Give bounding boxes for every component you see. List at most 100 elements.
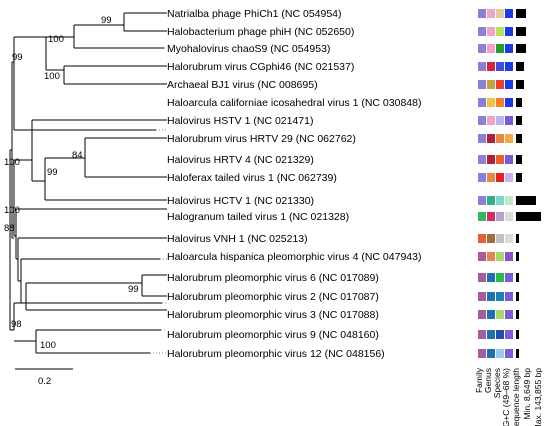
sequence-length-bar	[516, 173, 522, 182]
sequence-length-bar	[516, 292, 519, 301]
annotation-tile	[487, 9, 495, 18]
sequence-length-bar	[516, 330, 519, 339]
tip-label: Halorubrum virus HRTV 29 (NC 062762)	[167, 133, 356, 145]
tip-label: Haloarcula californiae icosahedral virus…	[167, 97, 421, 109]
tip-label: Archaeal BJ1 virus (NC 008695)	[167, 79, 318, 91]
annotation-tiles	[478, 9, 513, 358]
annotation-tile	[496, 116, 504, 125]
annotation-tile	[505, 234, 513, 243]
annotation-tile	[496, 62, 504, 71]
column-header: G+C (49–68 %)	[501, 368, 511, 426]
tip-labels: Natrialba phage PhiCh1 (NC 054954) Haloba…	[167, 8, 421, 360]
column-header: Species	[492, 368, 502, 398]
sequence-length-bar	[516, 9, 526, 18]
annotation-tile	[487, 349, 495, 358]
annotation-tile	[496, 134, 504, 143]
annotation-tile	[487, 196, 495, 205]
annotation-tile	[478, 116, 486, 125]
bootstrap-label: 100	[40, 340, 56, 351]
annotation-tile	[478, 212, 486, 221]
tip-label: Halogranum tailed virus 1 (NC 021328)	[167, 211, 349, 223]
tip-label: Myohalovirus chaoS9 (NC 054953)	[167, 43, 330, 55]
annotation-tile	[487, 27, 495, 36]
annotation-tile	[496, 196, 504, 205]
annotation-tile	[487, 173, 495, 182]
annotation-tile	[478, 252, 486, 261]
tip-label: Halovirus HCTV 1 (NC 021330)	[167, 195, 314, 207]
bootstrap-labels: 99 100 99 100 84 100 99 100 88 99 98 100	[4, 15, 139, 351]
sequence-length-bar	[516, 44, 526, 53]
annotation-tile	[478, 155, 486, 164]
annotation-tile	[487, 252, 495, 261]
bootstrap-label: 98	[11, 319, 22, 330]
annotation-tile	[478, 62, 486, 71]
annotation-tile	[487, 310, 495, 319]
column-header: Min. 8,649 bp	[522, 368, 532, 420]
tip-label: Halorubrum pleomorphic virus 6 (NC 01708…	[167, 272, 379, 284]
annotation-tile	[487, 273, 495, 282]
tip-label: Halovirus VNH 1 (NC 025213)	[167, 233, 308, 245]
annotation-tile	[505, 134, 513, 143]
annotation-tile	[505, 27, 513, 36]
annotation-tile	[478, 134, 486, 143]
sequence-length-bar	[516, 349, 519, 358]
annotation-tile	[478, 310, 486, 319]
annotation-tile	[487, 98, 495, 107]
annotation-tile	[487, 292, 495, 301]
annotation-tile	[505, 116, 513, 125]
column-header: Max. 143,855 bp	[533, 368, 543, 426]
sequence-length-bar	[516, 98, 522, 107]
annotation-tile	[496, 44, 504, 53]
tip-connectors	[150, 47, 167, 354]
column-headers: Family Genus Species G+C (49–68 %) Sequence …	[474, 367, 543, 426]
sequence-length-bar	[516, 116, 522, 125]
tip-label: Haloferax tailed virus 1 (NC 062739)	[167, 172, 337, 184]
annotation-tile	[496, 349, 504, 358]
annotation-tile	[478, 330, 486, 339]
annotation-tile	[478, 273, 486, 282]
annotation-tile	[478, 292, 486, 301]
annotation-tile	[505, 98, 513, 107]
annotation-tile	[478, 80, 486, 89]
annotation-tile	[496, 234, 504, 243]
annotation-tile	[505, 9, 513, 18]
annotation-tile	[496, 27, 504, 36]
tip-label: Halovirus HRTV 4 (NC 021329)	[167, 154, 314, 166]
annotation-tile	[505, 349, 513, 358]
annotation-tile	[505, 252, 513, 261]
tip-label: Natrialba phage PhiCh1 (NC 054954)	[167, 8, 342, 20]
sequence-length-bar	[516, 252, 519, 261]
tree-branches	[9, 12, 167, 354]
tip-label: Halovirus HSTV 1 (NC 021471)	[167, 115, 313, 127]
annotation-tile	[505, 155, 513, 164]
tip-label: Halorubrum pleomorphic virus 12 (NC 0481…	[167, 348, 385, 360]
sequence-length-bar	[516, 234, 519, 243]
annotation-tile	[505, 292, 513, 301]
annotation-tile	[496, 292, 504, 301]
column-header: Genus	[483, 368, 493, 393]
annotation-tile	[478, 349, 486, 358]
sequence-length-bar	[516, 273, 519, 282]
annotation-tile	[505, 173, 513, 182]
annotation-tile	[478, 44, 486, 53]
scale-label: 0.2	[38, 376, 51, 387]
annotation-tile	[505, 273, 513, 282]
sequence-length-bar	[516, 27, 526, 36]
tip-label: Halorubrum pleomorphic virus 2 (NC 01708…	[167, 291, 379, 303]
annotation-tile	[478, 9, 486, 18]
annotation-tile	[478, 196, 486, 205]
annotation-tile	[496, 80, 504, 89]
column-header: Sequence length	[511, 368, 521, 426]
scale-bar: 0.2	[15, 368, 73, 387]
annotation-tile	[487, 212, 495, 221]
sequence-length-bar	[516, 155, 522, 164]
annotation-tile	[496, 330, 504, 339]
annotation-tile	[487, 44, 495, 53]
tip-label: Haloarcula hispanica pleomorphic virus 4…	[167, 251, 421, 263]
annotation-tile	[478, 27, 486, 36]
tip-label: Halobacterium phage phiH (NC 052650)	[167, 26, 354, 38]
bootstrap-label: 100	[44, 71, 60, 82]
annotation-tile	[496, 252, 504, 261]
tip-label: Halorubrum pleomorphic virus 9 (NC 04816…	[167, 329, 379, 341]
